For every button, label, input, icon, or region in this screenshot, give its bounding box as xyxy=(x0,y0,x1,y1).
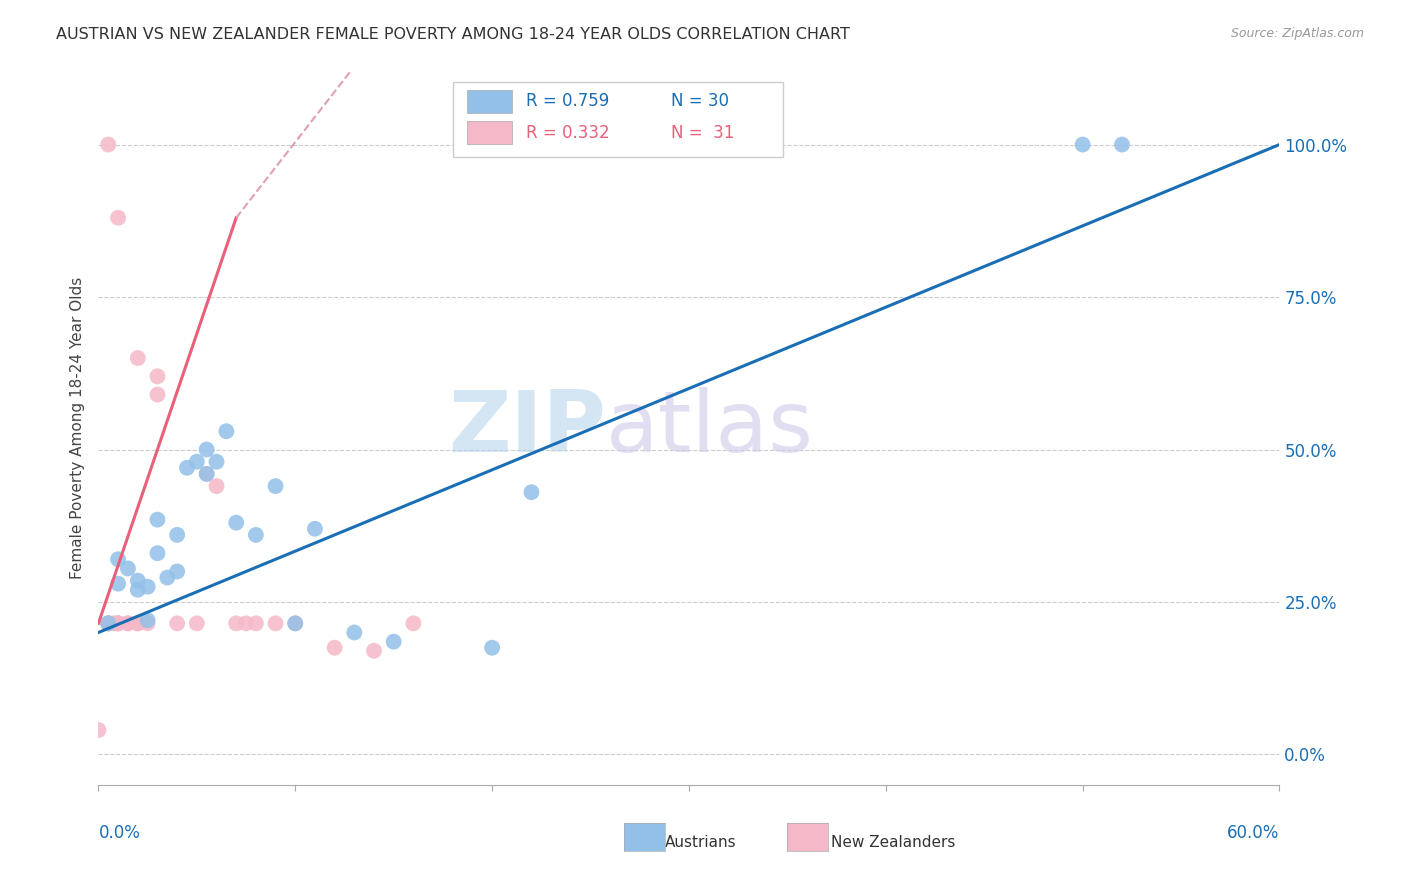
Point xyxy=(186,455,208,469)
Text: ZIP: ZIP xyxy=(449,386,606,470)
Text: New Zealanders: New Zealanders xyxy=(831,835,955,850)
Point xyxy=(87,723,110,737)
Point xyxy=(107,552,129,566)
Point xyxy=(117,616,139,631)
Point xyxy=(481,640,503,655)
FancyBboxPatch shape xyxy=(467,121,512,145)
Point xyxy=(1111,137,1133,152)
Point xyxy=(97,616,120,631)
Point xyxy=(323,640,346,655)
Point xyxy=(146,513,169,527)
Point xyxy=(97,137,120,152)
Point xyxy=(205,479,228,493)
Point xyxy=(205,455,228,469)
Text: Source: ZipAtlas.com: Source: ZipAtlas.com xyxy=(1230,27,1364,40)
Point xyxy=(235,616,257,631)
Point xyxy=(284,616,307,631)
Point xyxy=(127,574,149,588)
Point xyxy=(215,424,238,438)
Point xyxy=(146,369,169,384)
Point xyxy=(1071,137,1094,152)
Point xyxy=(166,616,188,631)
Text: 60.0%: 60.0% xyxy=(1227,824,1279,842)
Point xyxy=(107,616,129,631)
Point xyxy=(97,616,120,631)
Point xyxy=(176,460,198,475)
Text: Austrians: Austrians xyxy=(665,835,737,850)
Point xyxy=(127,616,149,631)
Point xyxy=(97,616,120,631)
Point xyxy=(363,644,385,658)
Text: N =  31: N = 31 xyxy=(671,124,734,142)
Point xyxy=(304,522,326,536)
Point xyxy=(107,616,129,631)
Point xyxy=(186,616,208,631)
FancyBboxPatch shape xyxy=(453,82,783,157)
Point xyxy=(520,485,543,500)
Text: R = 0.759: R = 0.759 xyxy=(526,93,609,111)
Point xyxy=(97,616,120,631)
Point xyxy=(264,479,287,493)
Point xyxy=(127,351,149,365)
Point xyxy=(245,528,267,542)
Point xyxy=(146,387,169,401)
FancyBboxPatch shape xyxy=(467,90,512,112)
Point xyxy=(136,616,159,631)
Point xyxy=(195,467,218,481)
Point xyxy=(264,616,287,631)
Point xyxy=(225,616,247,631)
Text: 0.0%: 0.0% xyxy=(98,824,141,842)
Point xyxy=(156,571,179,585)
Point xyxy=(343,625,366,640)
Point xyxy=(97,616,120,631)
Point xyxy=(117,561,139,575)
Point xyxy=(136,580,159,594)
Point xyxy=(195,467,218,481)
Point xyxy=(146,546,169,560)
Point xyxy=(103,616,125,631)
Text: R = 0.332: R = 0.332 xyxy=(526,124,610,142)
Point xyxy=(107,576,129,591)
Point xyxy=(225,516,247,530)
Y-axis label: Female Poverty Among 18-24 Year Olds: Female Poverty Among 18-24 Year Olds xyxy=(69,277,84,579)
Point xyxy=(284,616,307,631)
Point xyxy=(127,616,149,631)
Point xyxy=(382,634,405,648)
Point xyxy=(402,616,425,631)
Point xyxy=(127,582,149,597)
Point xyxy=(195,442,218,457)
Point xyxy=(107,616,129,631)
Point xyxy=(166,565,188,579)
Point xyxy=(107,211,129,225)
Point xyxy=(245,616,267,631)
Text: AUSTRIAN VS NEW ZEALANDER FEMALE POVERTY AMONG 18-24 YEAR OLDS CORRELATION CHART: AUSTRIAN VS NEW ZEALANDER FEMALE POVERTY… xyxy=(56,27,851,42)
Text: atlas: atlas xyxy=(606,386,814,470)
Point xyxy=(166,528,188,542)
Point xyxy=(136,613,159,627)
Point xyxy=(117,616,139,631)
Text: N = 30: N = 30 xyxy=(671,93,730,111)
